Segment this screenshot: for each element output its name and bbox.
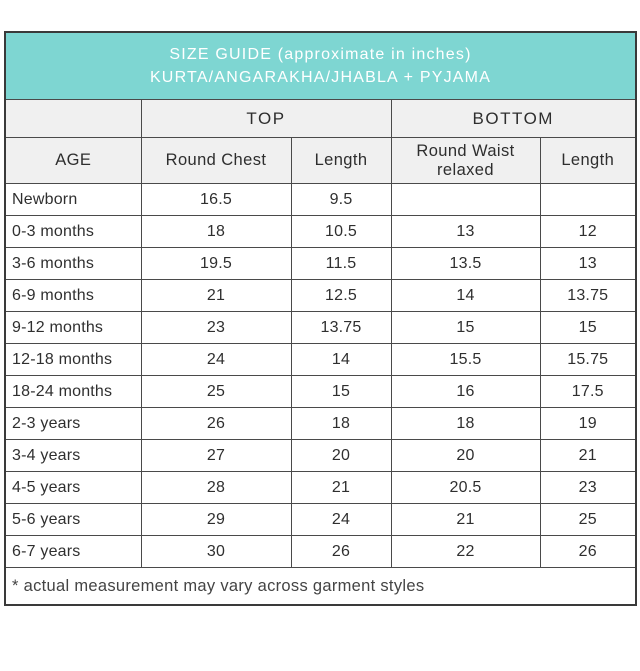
waist-cell: 18 bbox=[390, 407, 541, 440]
waist-cell: 22 bbox=[390, 535, 541, 568]
footnote-text: * actual measurement may vary across gar… bbox=[4, 567, 637, 606]
group-header-row: TOP BOTTOM bbox=[4, 99, 637, 138]
top-length-cell: 15 bbox=[290, 375, 392, 408]
top-length-cell: 9.5 bbox=[290, 183, 392, 216]
age-cell: 2-3 years bbox=[4, 407, 142, 440]
age-cell: 0-3 months bbox=[4, 215, 142, 248]
bottom-length-cell: 21 bbox=[539, 439, 637, 472]
age-cell: 18-24 months bbox=[4, 375, 142, 408]
table-row-6-9-months: 6-9 months 21 12.5 14 13.75 bbox=[4, 279, 637, 312]
chest-cell: 26 bbox=[140, 407, 292, 440]
chest-cell: 27 bbox=[140, 439, 292, 472]
top-length-cell: 12.5 bbox=[290, 279, 392, 312]
bottom-length-cell: 26 bbox=[539, 535, 637, 568]
bottom-length-cell: 13.75 bbox=[539, 279, 637, 312]
table-title: SIZE GUIDE (approximate in inches) KURTA… bbox=[4, 31, 637, 100]
bottom-length-cell bbox=[539, 183, 637, 216]
table-row-9-12-months: 9-12 months 23 13.75 15 15 bbox=[4, 311, 637, 344]
table-row-5-6-years: 5-6 years 29 24 21 25 bbox=[4, 503, 637, 536]
chest-cell: 29 bbox=[140, 503, 292, 536]
table-row-newborn: Newborn 16.5 9.5 bbox=[4, 183, 637, 216]
top-length-cell: 20 bbox=[290, 439, 392, 472]
title-line-1: SIZE GUIDE (approximate in inches) bbox=[169, 45, 472, 63]
waist-cell: 13 bbox=[390, 215, 541, 248]
group-header-bottom: BOTTOM bbox=[390, 99, 637, 138]
waist-cell: 14 bbox=[390, 279, 541, 312]
chest-cell: 19.5 bbox=[140, 247, 292, 280]
column-header-top-length: Length bbox=[290, 137, 392, 184]
chest-cell: 24 bbox=[140, 343, 292, 376]
table-row-6-7-years: 6-7 years 30 26 22 26 bbox=[4, 535, 637, 568]
table-row-3-6-months: 3-6 months 19.5 11.5 13.5 13 bbox=[4, 247, 637, 280]
bottom-length-cell: 25 bbox=[539, 503, 637, 536]
top-length-cell: 18 bbox=[290, 407, 392, 440]
top-length-cell: 21 bbox=[290, 471, 392, 504]
bottom-length-cell: 15.75 bbox=[539, 343, 637, 376]
chest-cell: 21 bbox=[140, 279, 292, 312]
age-cell: 4-5 years bbox=[4, 471, 142, 504]
table-row-12-18-months: 12-18 months 24 14 15.5 15.75 bbox=[4, 343, 637, 376]
top-length-cell: 26 bbox=[290, 535, 392, 568]
age-cell: 6-7 years bbox=[4, 535, 142, 568]
chest-cell: 25 bbox=[140, 375, 292, 408]
waist-cell: 21 bbox=[390, 503, 541, 536]
chest-cell: 16.5 bbox=[140, 183, 292, 216]
age-cell: 5-6 years bbox=[4, 503, 142, 536]
waist-cell: 20.5 bbox=[390, 471, 541, 504]
table-row-3-4-years: 3-4 years 27 20 20 21 bbox=[4, 439, 637, 472]
top-length-cell: 14 bbox=[290, 343, 392, 376]
waist-cell: 15 bbox=[390, 311, 541, 344]
age-cell: 9-12 months bbox=[4, 311, 142, 344]
bottom-length-cell: 13 bbox=[539, 247, 637, 280]
column-header-age: AGE bbox=[4, 137, 142, 184]
bottom-length-cell: 12 bbox=[539, 215, 637, 248]
chest-cell: 23 bbox=[140, 311, 292, 344]
age-cell: 6-9 months bbox=[4, 279, 142, 312]
top-length-cell: 13.75 bbox=[290, 311, 392, 344]
bottom-length-cell: 15 bbox=[539, 311, 637, 344]
table-row-4-5-years: 4-5 years 28 21 20.5 23 bbox=[4, 471, 637, 504]
waist-cell: 16 bbox=[390, 375, 541, 408]
bottom-length-cell: 19 bbox=[539, 407, 637, 440]
bottom-length-cell: 23 bbox=[539, 471, 637, 504]
chest-cell: 28 bbox=[140, 471, 292, 504]
column-header-round-chest: Round Chest bbox=[140, 137, 292, 184]
age-cell: Newborn bbox=[4, 183, 142, 216]
waist-cell: 13.5 bbox=[390, 247, 541, 280]
table-row-18-24-months: 18-24 months 25 15 16 17.5 bbox=[4, 375, 637, 408]
title-row: SIZE GUIDE (approximate in inches) KURTA… bbox=[4, 31, 637, 100]
waist-cell: 15.5 bbox=[390, 343, 541, 376]
table-row-0-3-months: 0-3 months 18 10.5 13 12 bbox=[4, 215, 637, 248]
age-cell: 3-6 months bbox=[4, 247, 142, 280]
bottom-length-cell: 17.5 bbox=[539, 375, 637, 408]
group-header-top: TOP bbox=[140, 99, 392, 138]
group-header-empty bbox=[4, 99, 142, 138]
waist-cell: 20 bbox=[390, 439, 541, 472]
top-length-cell: 24 bbox=[290, 503, 392, 536]
title-line-2: KURTA/ANGARAKHA/JHABLA + PYJAMA bbox=[149, 69, 492, 86]
waist-cell bbox=[390, 183, 541, 216]
age-cell: 12-18 months bbox=[4, 343, 142, 376]
column-header-row: AGE Round Chest Length Round Waist relax… bbox=[4, 137, 637, 184]
size-guide-table: SIZE GUIDE (approximate in inches) KURTA… bbox=[4, 31, 638, 606]
top-length-cell: 10.5 bbox=[290, 215, 392, 248]
column-header-bottom-length: Length bbox=[539, 137, 637, 184]
chest-cell: 18 bbox=[140, 215, 292, 248]
age-cell: 3-4 years bbox=[4, 439, 142, 472]
top-length-cell: 11.5 bbox=[290, 247, 392, 280]
column-header-round-waist: Round Waist relaxed bbox=[390, 137, 541, 184]
footnote-row: * actual measurement may vary across gar… bbox=[4, 567, 637, 606]
table-row-2-3-years: 2-3 years 26 18 18 19 bbox=[4, 407, 637, 440]
chest-cell: 30 bbox=[140, 535, 292, 568]
